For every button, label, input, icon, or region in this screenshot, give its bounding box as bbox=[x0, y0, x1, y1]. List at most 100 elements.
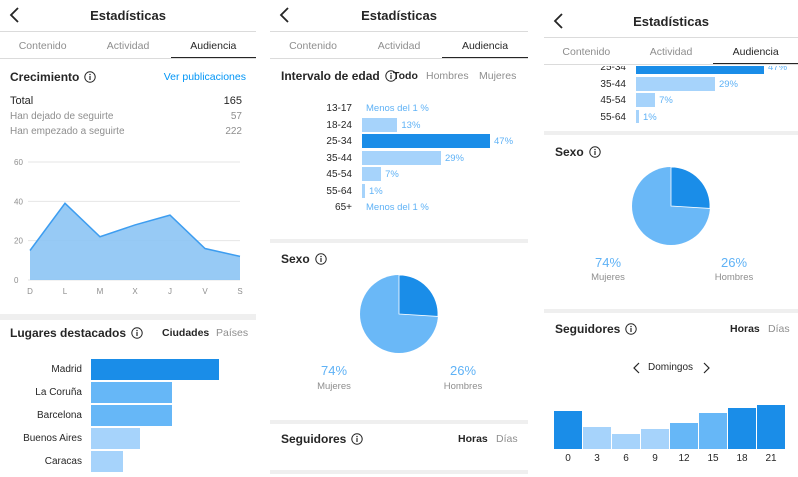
chevron-left-icon[interactable] bbox=[632, 362, 642, 374]
age-bar bbox=[362, 150, 441, 165]
x-tick-label: X bbox=[132, 287, 138, 296]
panel-age: Estadísticas Contenido Actividad Audienc… bbox=[270, 0, 528, 477]
age-label: 45-54 bbox=[326, 169, 352, 180]
women-pct: 74% bbox=[320, 363, 348, 378]
sex-title-text: Sexo bbox=[281, 252, 310, 266]
back-arrow-icon[interactable] bbox=[6, 6, 24, 24]
growth-title: Crecimiento bbox=[10, 70, 97, 84]
info-icon[interactable] bbox=[84, 71, 97, 83]
page-title: Estadísticas bbox=[361, 8, 437, 23]
info-icon[interactable] bbox=[588, 146, 601, 158]
hour-label: 18 bbox=[736, 453, 748, 464]
women-label: Mujeres bbox=[317, 381, 351, 392]
info-icon[interactable] bbox=[351, 433, 364, 445]
back-arrow-icon[interactable] bbox=[550, 12, 568, 30]
men-pct: 26% bbox=[720, 255, 748, 270]
header: Estadísticas bbox=[270, 0, 528, 32]
age-label: 55-64 bbox=[326, 185, 352, 197]
days-toggle[interactable]: Días bbox=[768, 323, 790, 335]
day-label: Domingos bbox=[648, 362, 694, 373]
places-title-text: Lugares destacados bbox=[10, 326, 127, 340]
lost-value: 57 bbox=[230, 111, 242, 122]
age-label: 35-44 bbox=[600, 78, 626, 90]
age-label: 65+ bbox=[335, 202, 352, 213]
cities-toggle[interactable]: Ciudades bbox=[162, 327, 210, 339]
tab-activity[interactable]: Actividad bbox=[106, 40, 150, 52]
header: Estadísticas bbox=[0, 0, 256, 32]
age-label: 45-54 bbox=[600, 95, 626, 106]
hour-label: 12 bbox=[678, 453, 690, 464]
hour-bar bbox=[641, 429, 669, 449]
followers-title-text: Seguidores bbox=[555, 322, 621, 336]
tab-bar: Contenido Actividad Audiencia bbox=[0, 31, 256, 59]
pie-slice-men bbox=[398, 274, 439, 317]
age-label: 18-24 bbox=[326, 119, 352, 131]
age-value-label: 7% bbox=[385, 169, 399, 180]
total-label: Total bbox=[10, 95, 34, 107]
filter-women[interactable]: Mujeres bbox=[479, 70, 517, 82]
growth-area-chart: 0 20 40 60 D L M X J V S bbox=[14, 158, 243, 296]
followers-title: Seguidores bbox=[281, 432, 364, 446]
gained-value: 222 bbox=[225, 126, 242, 137]
age-bar bbox=[362, 183, 365, 198]
hour-label: 15 bbox=[707, 453, 719, 464]
hours-toggle[interactable]: Horas bbox=[730, 323, 760, 335]
y-tick-label: 20 bbox=[14, 237, 23, 246]
age-bar bbox=[636, 93, 656, 107]
hour-bar bbox=[757, 404, 785, 449]
men-pct: 26% bbox=[449, 363, 477, 378]
tab-activity[interactable]: Actividad bbox=[649, 46, 693, 58]
hour-bar bbox=[728, 408, 756, 449]
panel-growth: Estadísticas Contenido Actividad Audienc… bbox=[0, 0, 256, 477]
total-value: 165 bbox=[223, 95, 242, 107]
filter-men[interactable]: Hombres bbox=[426, 70, 469, 82]
y-tick-label: 0 bbox=[14, 276, 19, 285]
tab-audience[interactable]: Audiencia bbox=[442, 32, 528, 58]
divider bbox=[544, 131, 798, 135]
divider bbox=[544, 309, 798, 313]
age-value-label: 29% bbox=[718, 78, 738, 90]
tab-content[interactable]: Contenido bbox=[289, 40, 337, 52]
info-icon[interactable] bbox=[131, 327, 143, 339]
info-icon[interactable] bbox=[385, 70, 397, 82]
tab-content[interactable]: Contenido bbox=[18, 40, 67, 52]
age-value-label: 13% bbox=[401, 119, 421, 131]
tab-activity[interactable]: Actividad bbox=[377, 40, 421, 52]
view-posts-link[interactable]: Ver publicaciones bbox=[163, 71, 246, 83]
age-value-label: 1% bbox=[369, 185, 383, 197]
days-toggle[interactable]: Días bbox=[496, 433, 518, 445]
age-value-label: 47% bbox=[494, 136, 514, 147]
countries-toggle[interactable]: Países bbox=[216, 327, 249, 339]
age-bar bbox=[362, 134, 490, 148]
age-bar bbox=[636, 109, 639, 123]
tab-content[interactable]: Contenido bbox=[562, 46, 611, 58]
tab-audience[interactable]: Audiencia bbox=[713, 38, 798, 64]
back-arrow-icon[interactable] bbox=[276, 6, 294, 24]
hour-label: 21 bbox=[765, 453, 777, 464]
hours-toggle[interactable]: Horas bbox=[458, 433, 488, 445]
y-tick-label: 40 bbox=[14, 197, 23, 206]
y-tick-label: 60 bbox=[14, 158, 23, 167]
age-bar bbox=[362, 167, 382, 181]
age-label: 25-34 bbox=[600, 66, 626, 73]
city-label: Madrid bbox=[51, 364, 82, 375]
women-pct: 74% bbox=[594, 255, 622, 270]
chevron-right-icon[interactable] bbox=[701, 362, 711, 374]
sex-title: Sexo bbox=[281, 252, 327, 266]
x-tick-label: S bbox=[237, 287, 242, 296]
x-tick-label: M bbox=[97, 287, 104, 296]
divider bbox=[270, 239, 528, 243]
hour-label: 9 bbox=[652, 453, 658, 464]
info-icon[interactable] bbox=[625, 323, 638, 335]
age-value-label: 29% bbox=[444, 152, 464, 164]
info-icon[interactable] bbox=[314, 253, 327, 265]
tab-bar: Contenido Actividad Audiencia bbox=[270, 31, 528, 59]
page-title: Estadísticas bbox=[90, 8, 166, 23]
hour-bar bbox=[554, 411, 582, 449]
age-title-text: Intervalo de edad bbox=[281, 69, 380, 83]
hour-bar bbox=[699, 412, 727, 449]
sex-title: Sexo bbox=[555, 145, 601, 159]
hour-bar bbox=[670, 423, 698, 449]
tab-audience[interactable]: Audiencia bbox=[170, 32, 256, 58]
filter-all[interactable]: Todo bbox=[393, 70, 418, 82]
